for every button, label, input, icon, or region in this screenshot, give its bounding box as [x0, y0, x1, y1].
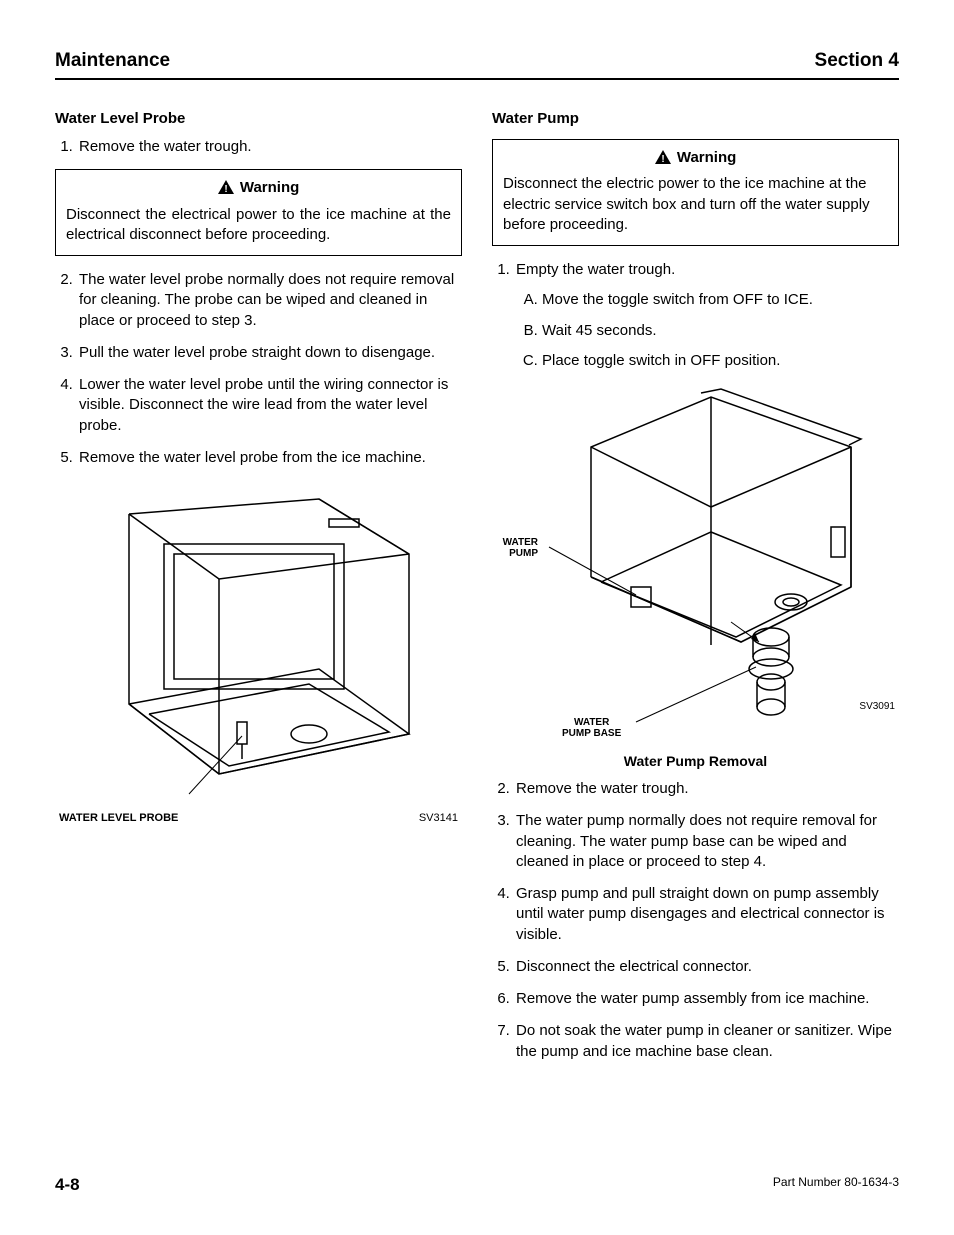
left-steps-2: The water level probe normally does not …: [55, 270, 462, 468]
left-warning-body: Disconnect the electrical power to the i…: [66, 205, 451, 246]
right-column: Water Pump ! Warning Disconnect the elec…: [492, 110, 899, 1074]
right-warning-box: ! Warning Disconnect the electric power …: [492, 139, 899, 246]
right-step-1c: Place toggle switch in OFF position.: [542, 351, 899, 371]
svg-text:!: !: [661, 154, 664, 164]
right-step-1b: Wait 45 seconds.: [542, 321, 899, 341]
left-step-5: Remove the water level probe from the ic…: [77, 448, 462, 468]
right-step-6: Remove the water pump assembly from ice …: [514, 989, 899, 1009]
left-subhead: Water Level Probe: [55, 110, 462, 127]
svg-text:!: !: [224, 184, 227, 194]
left-figure: WATER LEVEL PROBE SV3141: [55, 484, 462, 824]
right-fig-title: Water Pump Removal: [492, 753, 899, 769]
left-steps-1: Remove the water trough.: [55, 137, 462, 157]
right-steps-1: Empty the water trough. Move the toggle …: [492, 260, 899, 371]
right-step-1-sublist: Move the toggle switch from OFF to ICE. …: [516, 290, 899, 371]
left-column: Water Level Probe Remove the water troug…: [55, 110, 462, 1074]
right-warning-body: Disconnect the electric power to the ice…: [503, 174, 888, 235]
left-step-2: The water level probe normally does not …: [77, 270, 462, 331]
left-figure-caption: WATER LEVEL PROBE SV3141: [55, 812, 462, 824]
page-header: Maintenance Section 4: [55, 50, 899, 80]
right-step-3: The water pump normally does not require…: [514, 811, 899, 872]
left-fig-label: WATER LEVEL PROBE: [59, 812, 178, 824]
right-step-4: Grasp pump and pull straight down on pum…: [514, 884, 899, 945]
callout-water-pump: WATER PUMP: [494, 537, 538, 559]
left-warning-title: Warning: [240, 179, 299, 196]
content-columns: Water Level Probe Remove the water troug…: [55, 110, 899, 1074]
header-right: Section 4: [815, 50, 899, 72]
right-step-2: Remove the water trough.: [514, 779, 899, 799]
left-warning-head: ! Warning: [66, 178, 451, 200]
left-fig-code: SV3141: [419, 812, 458, 824]
right-subhead: Water Pump: [492, 110, 899, 127]
callout-water-pump-base: WATER PUMP BASE: [562, 717, 621, 739]
header-left: Maintenance: [55, 50, 170, 72]
footer-page: 4-8: [55, 1175, 80, 1195]
right-figure: WATER PUMP WATER PUMP BASE SV3091: [492, 387, 899, 769]
right-step-5: Disconnect the electrical connector.: [514, 957, 899, 977]
right-step-1: Empty the water trough. Move the toggle …: [514, 260, 899, 371]
left-step-3: Pull the water level probe straight down…: [77, 343, 462, 363]
left-step-1: Remove the water trough.: [77, 137, 462, 157]
warning-triangle-icon: !: [218, 180, 234, 200]
water-pump-diagram-icon: [501, 387, 891, 747]
callout-water-pump-text: WATER PUMP: [503, 537, 538, 559]
callout-water-pump-base-text: WATER PUMP BASE: [562, 717, 621, 739]
right-warning-title: Warning: [677, 149, 736, 166]
water-level-probe-diagram-icon: [69, 484, 449, 804]
left-step-4: Lower the water level probe until the wi…: [77, 375, 462, 436]
page-footer: 4-8 Part Number 80-1634-3: [55, 1175, 899, 1195]
left-warning-box: ! Warning Disconnect the electrical powe…: [55, 169, 462, 256]
warning-triangle-icon: !: [655, 150, 671, 170]
right-steps-2: Remove the water trough. The water pump …: [492, 779, 899, 1062]
right-step-1-text: Empty the water trough.: [516, 261, 675, 278]
right-step-1a: Move the toggle switch from OFF to ICE.: [542, 290, 899, 310]
right-step-7: Do not soak the water pump in cleaner or…: [514, 1021, 899, 1062]
right-warning-head: ! Warning: [503, 148, 888, 170]
footer-partnum: Part Number 80-1634-3: [773, 1175, 899, 1195]
right-fig-code: SV3091: [859, 701, 895, 712]
